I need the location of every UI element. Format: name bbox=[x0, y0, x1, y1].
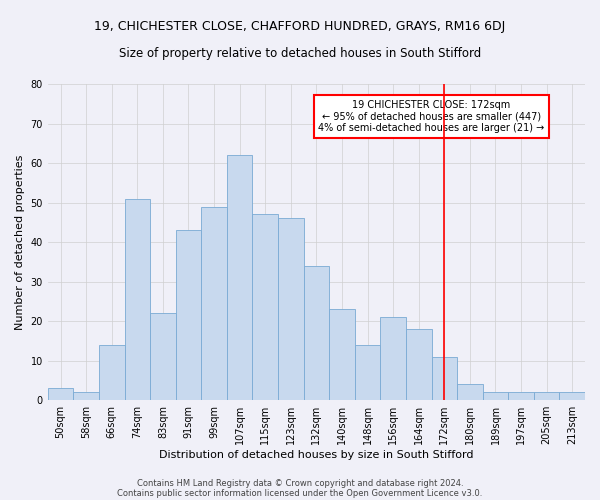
Text: Contains public sector information licensed under the Open Government Licence v3: Contains public sector information licen… bbox=[118, 488, 482, 498]
X-axis label: Distribution of detached houses by size in South Stifford: Distribution of detached houses by size … bbox=[159, 450, 473, 460]
Bar bbox=[73, 392, 99, 400]
Text: Size of property relative to detached houses in South Stifford: Size of property relative to detached ho… bbox=[119, 48, 481, 60]
Bar bbox=[329, 310, 355, 400]
Bar bbox=[176, 230, 201, 400]
Bar bbox=[559, 392, 585, 400]
Bar bbox=[48, 388, 73, 400]
Y-axis label: Number of detached properties: Number of detached properties bbox=[15, 154, 25, 330]
Bar bbox=[201, 206, 227, 400]
Bar bbox=[457, 384, 482, 400]
Text: Contains HM Land Registry data © Crown copyright and database right 2024.: Contains HM Land Registry data © Crown c… bbox=[137, 478, 463, 488]
Bar bbox=[278, 218, 304, 400]
Bar bbox=[253, 214, 278, 400]
Text: 19, CHICHESTER CLOSE, CHAFFORD HUNDRED, GRAYS, RM16 6DJ: 19, CHICHESTER CLOSE, CHAFFORD HUNDRED, … bbox=[94, 20, 506, 33]
Bar bbox=[482, 392, 508, 400]
Bar bbox=[150, 314, 176, 400]
Bar bbox=[125, 198, 150, 400]
Bar bbox=[99, 345, 125, 400]
Bar bbox=[534, 392, 559, 400]
Bar bbox=[304, 266, 329, 400]
Bar bbox=[355, 345, 380, 400]
Bar bbox=[406, 329, 431, 400]
Bar bbox=[508, 392, 534, 400]
Bar bbox=[431, 356, 457, 400]
Bar bbox=[380, 317, 406, 400]
Text: 19 CHICHESTER CLOSE: 172sqm
← 95% of detached houses are smaller (447)
4% of sem: 19 CHICHESTER CLOSE: 172sqm ← 95% of det… bbox=[319, 100, 545, 133]
Bar bbox=[227, 155, 253, 400]
